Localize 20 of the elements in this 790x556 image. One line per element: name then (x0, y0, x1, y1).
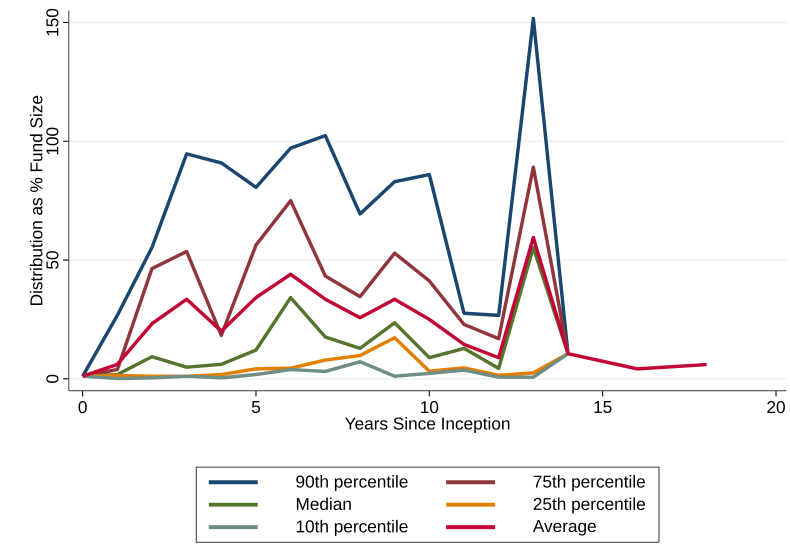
legend-label: 10th percentile (296, 520, 408, 536)
x-tick-label: 15 (594, 400, 612, 413)
y-axis-title: Distribution as % Fund Size (30, 96, 42, 305)
y-tick-label: 100 (46, 128, 58, 154)
legend-label: Median (296, 497, 351, 510)
y-tick-label: 0 (46, 374, 58, 383)
x-tick-label: 5 (252, 400, 260, 413)
x-tick-label: 0 (78, 400, 87, 414)
line-series (80, 16, 570, 378)
legend-label: 25th percentile (534, 497, 645, 514)
x-axis-title: Years Since Inception (345, 416, 510, 433)
y-tick-label: 150 (46, 8, 58, 36)
line-series (80, 352, 570, 380)
legend-label: 90th percentile (296, 474, 408, 492)
line-series (80, 236, 708, 378)
x-tick-label: 10 (421, 400, 438, 414)
y-tick-label: 50 (46, 251, 58, 269)
legend-label: 75th percentile (534, 474, 645, 492)
legend-label: Average (532, 520, 596, 536)
x-tick-label: 20 (767, 400, 785, 414)
